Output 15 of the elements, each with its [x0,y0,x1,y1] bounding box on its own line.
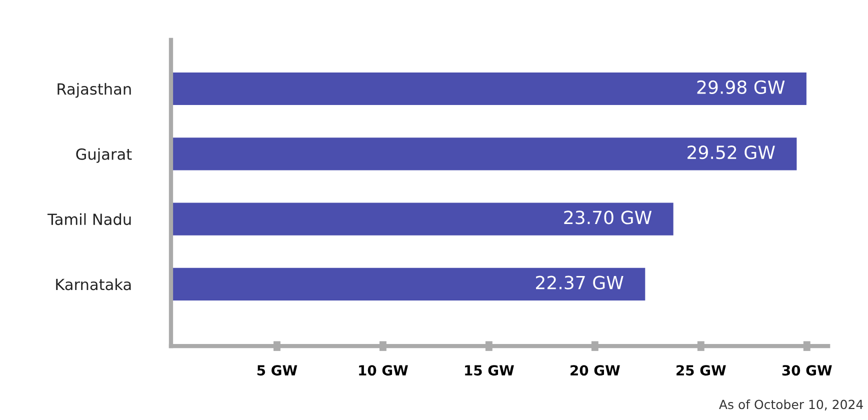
y-tick-label: Karnataka [56,278,131,290]
data-label: 23.70 GW [564,210,652,224]
data-label: 29.52 GW [688,145,775,160]
x-tick-label: 5 GW [257,365,298,376]
x-tick-label: 15 GW [465,365,514,376]
y-tick-label: Tamil Nadu [47,213,131,226]
x-tick-label: 25 GW [676,365,726,376]
x-tick-label: 10 GW [359,365,408,376]
x-tick-label: 30 GW [782,365,832,376]
y-tick-label: Gujarat [76,148,132,163]
data-label: 29.98 GW [697,80,785,94]
data-label: 22.37 GW [536,276,624,290]
y-tick-label: Rajasthan [58,82,131,98]
text: As of October 10, 2024 [719,400,863,410]
x-tick-label: 20 GW [570,365,620,376]
